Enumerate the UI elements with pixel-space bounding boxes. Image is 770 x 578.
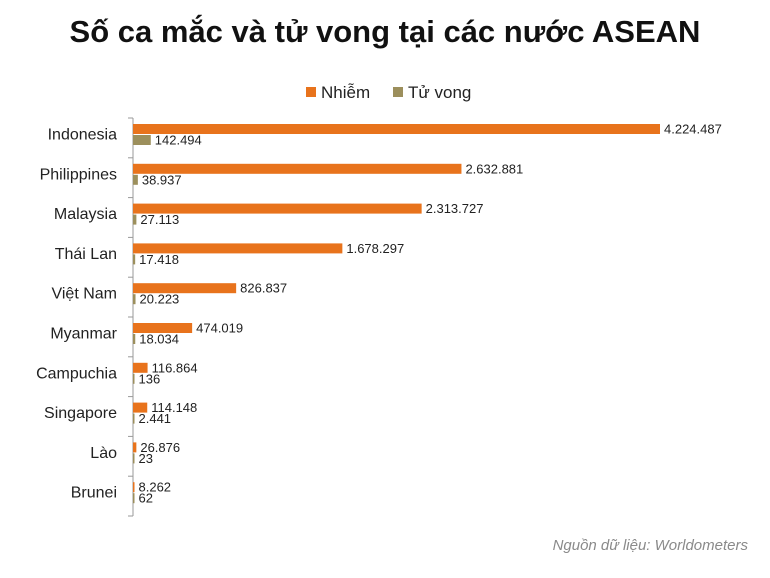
- bar-deaths: [133, 493, 135, 504]
- data-label: 2.632.881: [465, 161, 523, 176]
- data-label: 18.034: [139, 332, 179, 347]
- bar-deaths: [133, 254, 136, 265]
- bar-deaths: [133, 174, 138, 185]
- data-label: 20.223: [140, 292, 180, 307]
- category-label: Myanmar: [50, 326, 117, 343]
- data-label: 62: [139, 491, 153, 506]
- category-label: Malaysia: [54, 206, 117, 223]
- data-label: 8.262: [139, 480, 172, 495]
- bar-deaths: [133, 294, 136, 305]
- data-label: 114.148: [151, 400, 197, 415]
- bar-infected: [133, 124, 660, 134]
- bar-infected: [133, 482, 135, 493]
- legend-swatch-infected: [306, 87, 316, 97]
- category-label: Campuchia: [36, 365, 117, 382]
- legend-label: Nhiễm: [321, 83, 370, 102]
- data-label: 38.937: [142, 172, 182, 187]
- bar-deaths: [133, 334, 136, 344]
- bar-deaths: [133, 413, 135, 424]
- bar-deaths: [133, 453, 135, 464]
- category-label: Thái Lan: [55, 246, 117, 263]
- category-label: Philippines: [40, 166, 117, 183]
- bar-deaths: [133, 373, 135, 384]
- category-label: Brunei: [71, 485, 117, 502]
- data-label: 2.441: [139, 411, 172, 426]
- bar-infected: [133, 362, 148, 373]
- bar-deaths: [133, 135, 151, 145]
- legend-swatch-deaths: [393, 87, 403, 97]
- data-label: 826.837: [240, 281, 287, 296]
- category-label: Lào: [90, 445, 117, 462]
- chart-title: Số ca mắc và tử vong tại các nước ASEAN: [69, 14, 701, 49]
- data-label: 116.864: [152, 360, 198, 375]
- bar-infected: [133, 243, 343, 254]
- category-label: Singapore: [44, 405, 117, 422]
- category-label: Việt Nam: [51, 286, 117, 303]
- data-label: 27.113: [140, 212, 179, 227]
- data-label: 17.418: [139, 252, 179, 267]
- legend-label: Tử vong: [408, 83, 471, 102]
- data-label: 136: [139, 371, 161, 386]
- data-label: 142.494: [155, 133, 202, 148]
- bar-infected: [133, 163, 462, 174]
- plot-area: Indonesia 4.224.487 142.494 Philippines 2.63…: [36, 117, 722, 517]
- bar-deaths: [133, 214, 137, 225]
- data-label: 4.224.487: [664, 122, 722, 137]
- bar-infected: [133, 402, 148, 413]
- data-label: 26.876: [140, 440, 180, 455]
- bar-infected: [133, 203, 422, 214]
- legend: Nhiễm Tử vong: [306, 83, 471, 102]
- bar-infected: [133, 283, 237, 294]
- data-label: 474.019: [196, 321, 243, 336]
- bar-infected: [133, 323, 193, 333]
- data-label: 1.678.297: [346, 241, 404, 256]
- bar-infected: [133, 442, 137, 453]
- data-label: 23: [139, 451, 153, 466]
- source-note: Nguồn dữ liệu: Worldometers: [552, 537, 748, 554]
- category-label: Indonesia: [48, 127, 117, 144]
- data-label: 2.313.727: [426, 201, 484, 216]
